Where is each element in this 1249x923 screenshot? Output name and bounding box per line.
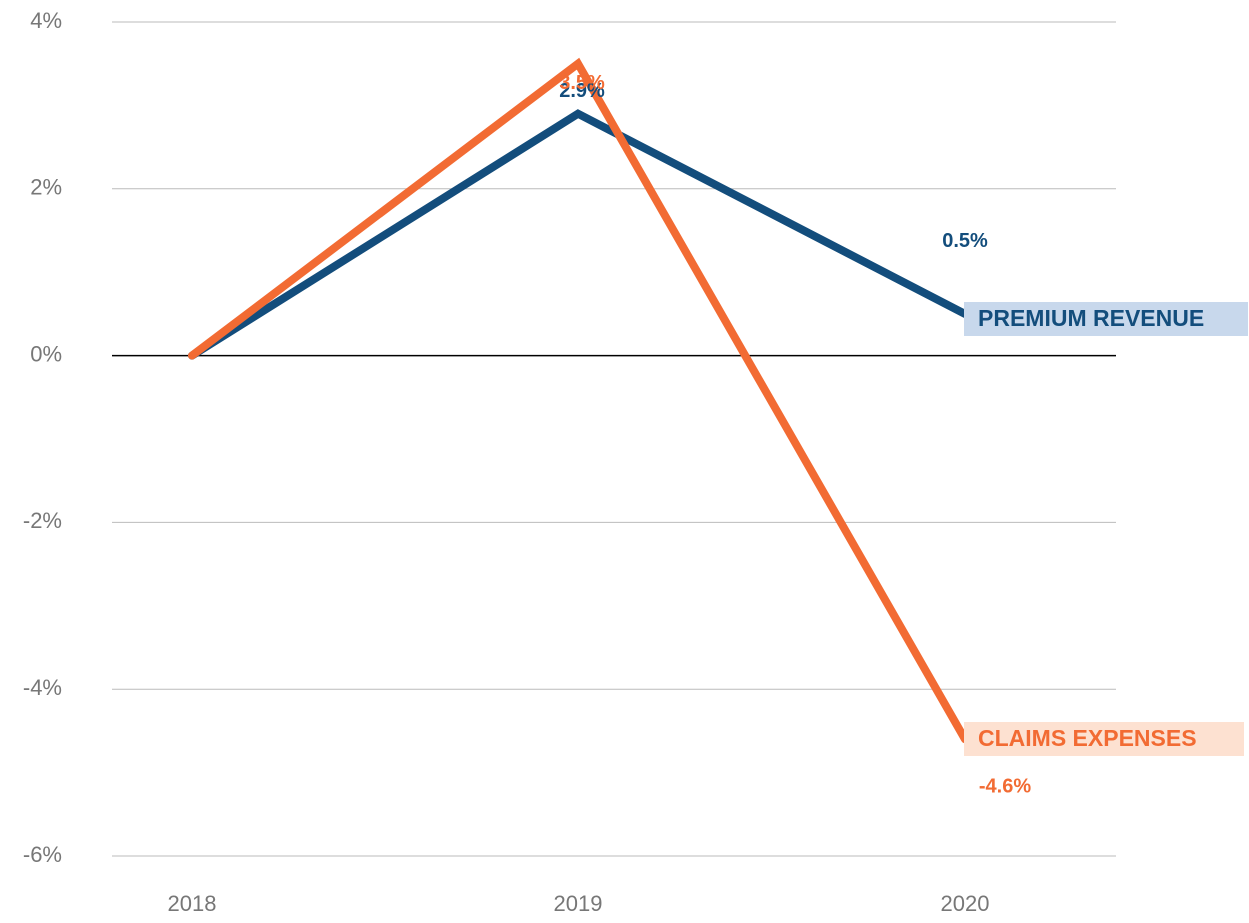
y-tick-label: -2% — [23, 508, 62, 533]
series-label-bg — [964, 722, 1244, 756]
data-label: 2.9% — [559, 80, 605, 102]
series-label: PREMIUM REVENUE — [978, 305, 1204, 331]
x-tick-label: 2020 — [941, 891, 990, 916]
x-tick-label: 2019 — [554, 891, 603, 916]
series-line — [188, 109, 969, 360]
y-tick-label: 4% — [30, 8, 62, 33]
data-label: -4.6% — [979, 776, 1031, 798]
data-label: 0.5% — [942, 230, 988, 252]
y-tick-label: -6% — [23, 842, 62, 867]
y-tick-label: -4% — [23, 675, 62, 700]
series-line — [188, 57, 969, 744]
y-tick-label: 0% — [30, 341, 62, 366]
series-label: CLAIMS EXPENSES — [978, 725, 1197, 751]
x-tick-label: 2018 — [168, 891, 217, 916]
y-tick-label: 2% — [30, 175, 62, 200]
data-label: 3.5% — [559, 72, 605, 94]
series-label-bg — [964, 302, 1248, 336]
